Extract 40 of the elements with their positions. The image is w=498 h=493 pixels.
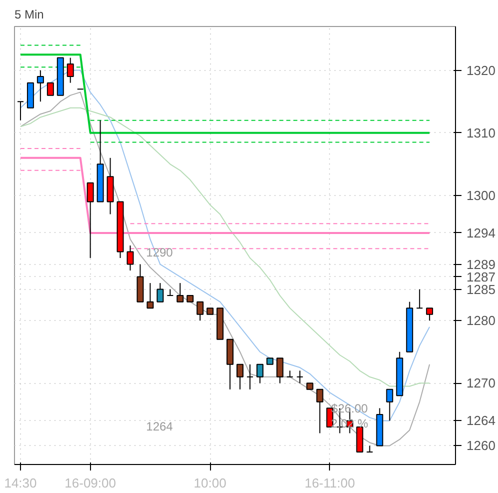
candlestick bbox=[176, 282, 184, 302]
candlestick bbox=[86, 182, 94, 259]
y-tick-label: 1260 bbox=[466, 438, 496, 454]
annotation: 2.02 % bbox=[330, 416, 369, 430]
candlestick bbox=[36, 70, 44, 102]
y-tick-label: 1320 bbox=[466, 62, 496, 78]
y-tick-label: 1310 bbox=[466, 125, 496, 140]
y-tick-label: 1289 bbox=[466, 256, 496, 272]
x-tick-label: 16-11:00 bbox=[304, 476, 355, 490]
y-tick-label: 1294 bbox=[466, 225, 496, 240]
y-tick-label: 1300 bbox=[466, 188, 496, 203]
y-tick-label: 1264 bbox=[466, 413, 496, 428]
candlestick bbox=[16, 101, 24, 121]
candlestick bbox=[276, 358, 284, 384]
candlestick bbox=[46, 82, 54, 96]
candlestick bbox=[366, 445, 374, 452]
candlestick bbox=[246, 364, 254, 390]
chart-title: 5 Min bbox=[14, 8, 44, 22]
candlestick bbox=[256, 364, 264, 384]
candlestick bbox=[426, 308, 434, 322]
y-tick-label: 1270 bbox=[466, 376, 496, 391]
candlestick bbox=[156, 282, 164, 302]
y-tick-label: 1285 bbox=[466, 282, 496, 297]
candlestick bbox=[196, 301, 204, 322]
line-series bbox=[20, 107, 430, 387]
y-tick-label: 1280 bbox=[466, 313, 496, 328]
candlestick bbox=[316, 388, 324, 434]
candlestick bbox=[126, 245, 134, 272]
candlestick bbox=[66, 57, 74, 84]
candlestick bbox=[296, 370, 304, 384]
candlestick bbox=[146, 282, 154, 309]
candlestick bbox=[386, 388, 394, 422]
y-tick-label: 1287 bbox=[466, 269, 496, 284]
x-tick-label: 14:30 bbox=[4, 476, 37, 490]
candlestick bbox=[416, 288, 424, 309]
x-tick-label: 10:00 bbox=[194, 476, 226, 490]
x-tick-label: 16-09:00 bbox=[64, 476, 116, 490]
annotation: 1264 bbox=[146, 420, 174, 434]
candlestick bbox=[286, 370, 294, 378]
candlestick bbox=[236, 364, 244, 390]
